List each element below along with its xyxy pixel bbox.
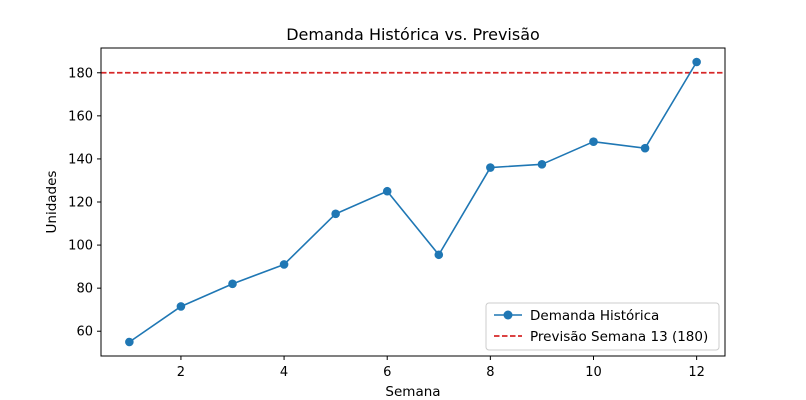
y-tick-label: 180 (68, 66, 93, 81)
x-tick-label: 8 (486, 365, 494, 380)
data-point (125, 337, 134, 347)
x-tick-label: 10 (585, 365, 602, 380)
x-tick-label: 12 (688, 365, 705, 380)
chart-title: Demanda Histórica vs. Previsão (286, 25, 540, 44)
legend-label-historica: Demanda Histórica (530, 308, 659, 324)
x-axis-label: Semana (385, 384, 440, 400)
x-axis: 2 4 6 8 10 12 (177, 356, 705, 380)
legend-label-previsao: Previsão Semana 13 (180) (530, 329, 708, 345)
data-point (640, 143, 650, 153)
data-point (228, 279, 237, 289)
data-point (382, 186, 392, 196)
legend-box (485, 302, 720, 351)
y-tick-label: 160 (68, 109, 93, 124)
data-point (279, 260, 289, 269)
y-tick-label: 80 (76, 282, 93, 297)
data-point (331, 209, 340, 219)
x-tick-label: 2 (177, 365, 185, 380)
data-point (176, 302, 186, 311)
y-tick-label: 100 (68, 239, 93, 254)
data-point (434, 250, 444, 260)
y-tick-label: 60 (76, 325, 93, 340)
legend: Demanda Histórica Previsão Semana 13 (18… (485, 302, 720, 351)
y-axis: 60 80 100 120 140 160 180 (68, 66, 101, 340)
y-tick-label: 120 (68, 196, 93, 211)
y-axis-label: Unidades (44, 171, 60, 234)
y-tick-label: 140 (68, 152, 93, 167)
historical-series-line (128, 61, 698, 343)
plot-area (101, 57, 725, 347)
data-point (692, 57, 701, 67)
x-tick-label: 6 (383, 365, 391, 380)
data-point (486, 163, 495, 172)
x-tick-label: 4 (280, 365, 288, 380)
data-point (537, 160, 547, 169)
legend-marker-historica (503, 310, 513, 320)
data-point (589, 137, 598, 146)
